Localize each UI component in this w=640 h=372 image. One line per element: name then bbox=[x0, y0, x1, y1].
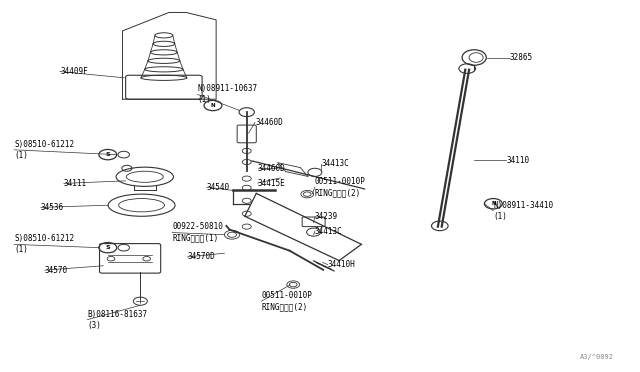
Text: 32865: 32865 bbox=[510, 53, 533, 62]
Text: 34415E: 34415E bbox=[257, 179, 285, 187]
Text: B)08116-81637
(3): B)08116-81637 (3) bbox=[88, 310, 148, 330]
Text: 34409F: 34409F bbox=[60, 67, 88, 76]
Text: 34570D: 34570D bbox=[188, 252, 215, 262]
Text: 34460D: 34460D bbox=[257, 164, 285, 173]
Text: 34540: 34540 bbox=[207, 183, 230, 192]
Text: 34110: 34110 bbox=[506, 155, 529, 165]
Text: S)08510-61212
(1): S)08510-61212 (1) bbox=[14, 140, 74, 160]
Text: A3/^0092: A3/^0092 bbox=[580, 353, 614, 360]
Text: S: S bbox=[106, 245, 110, 250]
Text: 34413C: 34413C bbox=[315, 227, 342, 235]
Text: 00511-0010P
RINGリング(2): 00511-0010P RINGリング(2) bbox=[315, 177, 366, 197]
Text: 34239: 34239 bbox=[315, 212, 338, 221]
Text: S: S bbox=[106, 152, 110, 157]
Text: 00922-50810
RINGリング(1): 00922-50810 RINGリング(1) bbox=[172, 222, 223, 243]
Text: N)08911-10637
(1): N)08911-10637 (1) bbox=[198, 84, 258, 105]
Text: N: N bbox=[491, 201, 495, 206]
Text: 34413C: 34413C bbox=[321, 159, 349, 169]
Text: 34111: 34111 bbox=[64, 179, 87, 188]
Text: N: N bbox=[211, 103, 215, 108]
Text: 00511-0010P
RINGリング(2): 00511-0010P RINGリング(2) bbox=[261, 291, 312, 311]
Text: 34410H: 34410H bbox=[328, 260, 355, 269]
Text: S)08510-61212
(1): S)08510-61212 (1) bbox=[14, 234, 74, 254]
Text: 34460D: 34460D bbox=[255, 118, 283, 127]
Text: 34570: 34570 bbox=[45, 266, 68, 275]
Text: N)08911-34410
(1): N)08911-34410 (1) bbox=[493, 201, 554, 221]
Text: 34536: 34536 bbox=[41, 203, 64, 212]
